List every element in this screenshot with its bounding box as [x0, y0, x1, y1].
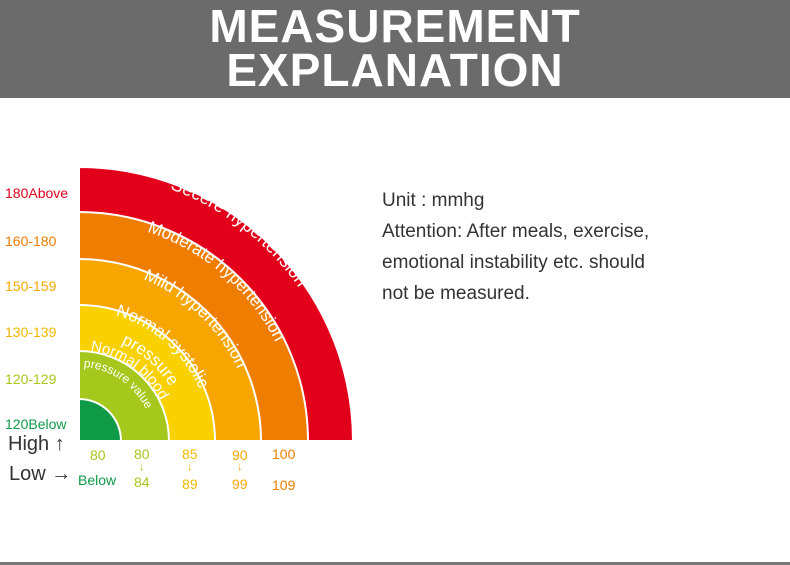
unit-text: Unit : mmhg: [382, 190, 485, 211]
diastolic-col5-bottom: 109: [272, 477, 296, 493]
diastolic-col1-top: 80: [90, 447, 106, 463]
legend-low: Low →: [9, 463, 71, 486]
systolic-label-mild: 150-159: [5, 278, 57, 294]
arrow-down-icon: ↓: [139, 461, 145, 473]
diastolic-col2-top: 80: [134, 446, 150, 462]
arrow-right-icon: →: [51, 463, 72, 485]
diastolic-col3-top: 85: [182, 446, 198, 462]
systolic-label-below: 120Below: [5, 416, 67, 432]
arrow-down-icon: ↓: [237, 461, 243, 473]
systolic-label-normal-systolic: 130-139: [5, 324, 57, 340]
diastolic-col2-bottom: 84: [134, 474, 150, 490]
systolic-label-severe: 180Above: [5, 185, 69, 201]
diastolic-col4-bottom: 99: [232, 476, 248, 492]
attention-line-2: emotional instability etc. should: [382, 252, 645, 273]
diastolic-col5-top: 100: [272, 446, 296, 462]
title-line-1: MEASUREMENT: [209, 0, 581, 52]
attention-line-3: not be measured.: [382, 283, 530, 304]
diastolic-col1-bottom: Below: [78, 472, 117, 488]
attention-line-1: Attention: After meals, exercise,: [382, 221, 650, 242]
legend-high-label: High: [8, 433, 50, 455]
systolic-label-moderate: 160-180: [5, 233, 57, 249]
arrow-up-icon: ↑: [54, 433, 65, 455]
systolic-label-normal: 120-129: [5, 371, 57, 387]
diastolic-col4-top: 90: [232, 447, 248, 463]
arrow-down-icon: ↓: [187, 461, 193, 473]
header-banner: MEASUREMENT EXPLANATION: [0, 0, 790, 98]
legend-high: High ↑: [8, 433, 65, 456]
band-below: [78, 397, 123, 442]
title-line-2: EXPLANATION: [226, 44, 564, 96]
bottom-divider: [0, 562, 790, 565]
legend-low-label: Low: [9, 463, 46, 485]
diastolic-col3-bottom: 89: [182, 476, 198, 492]
